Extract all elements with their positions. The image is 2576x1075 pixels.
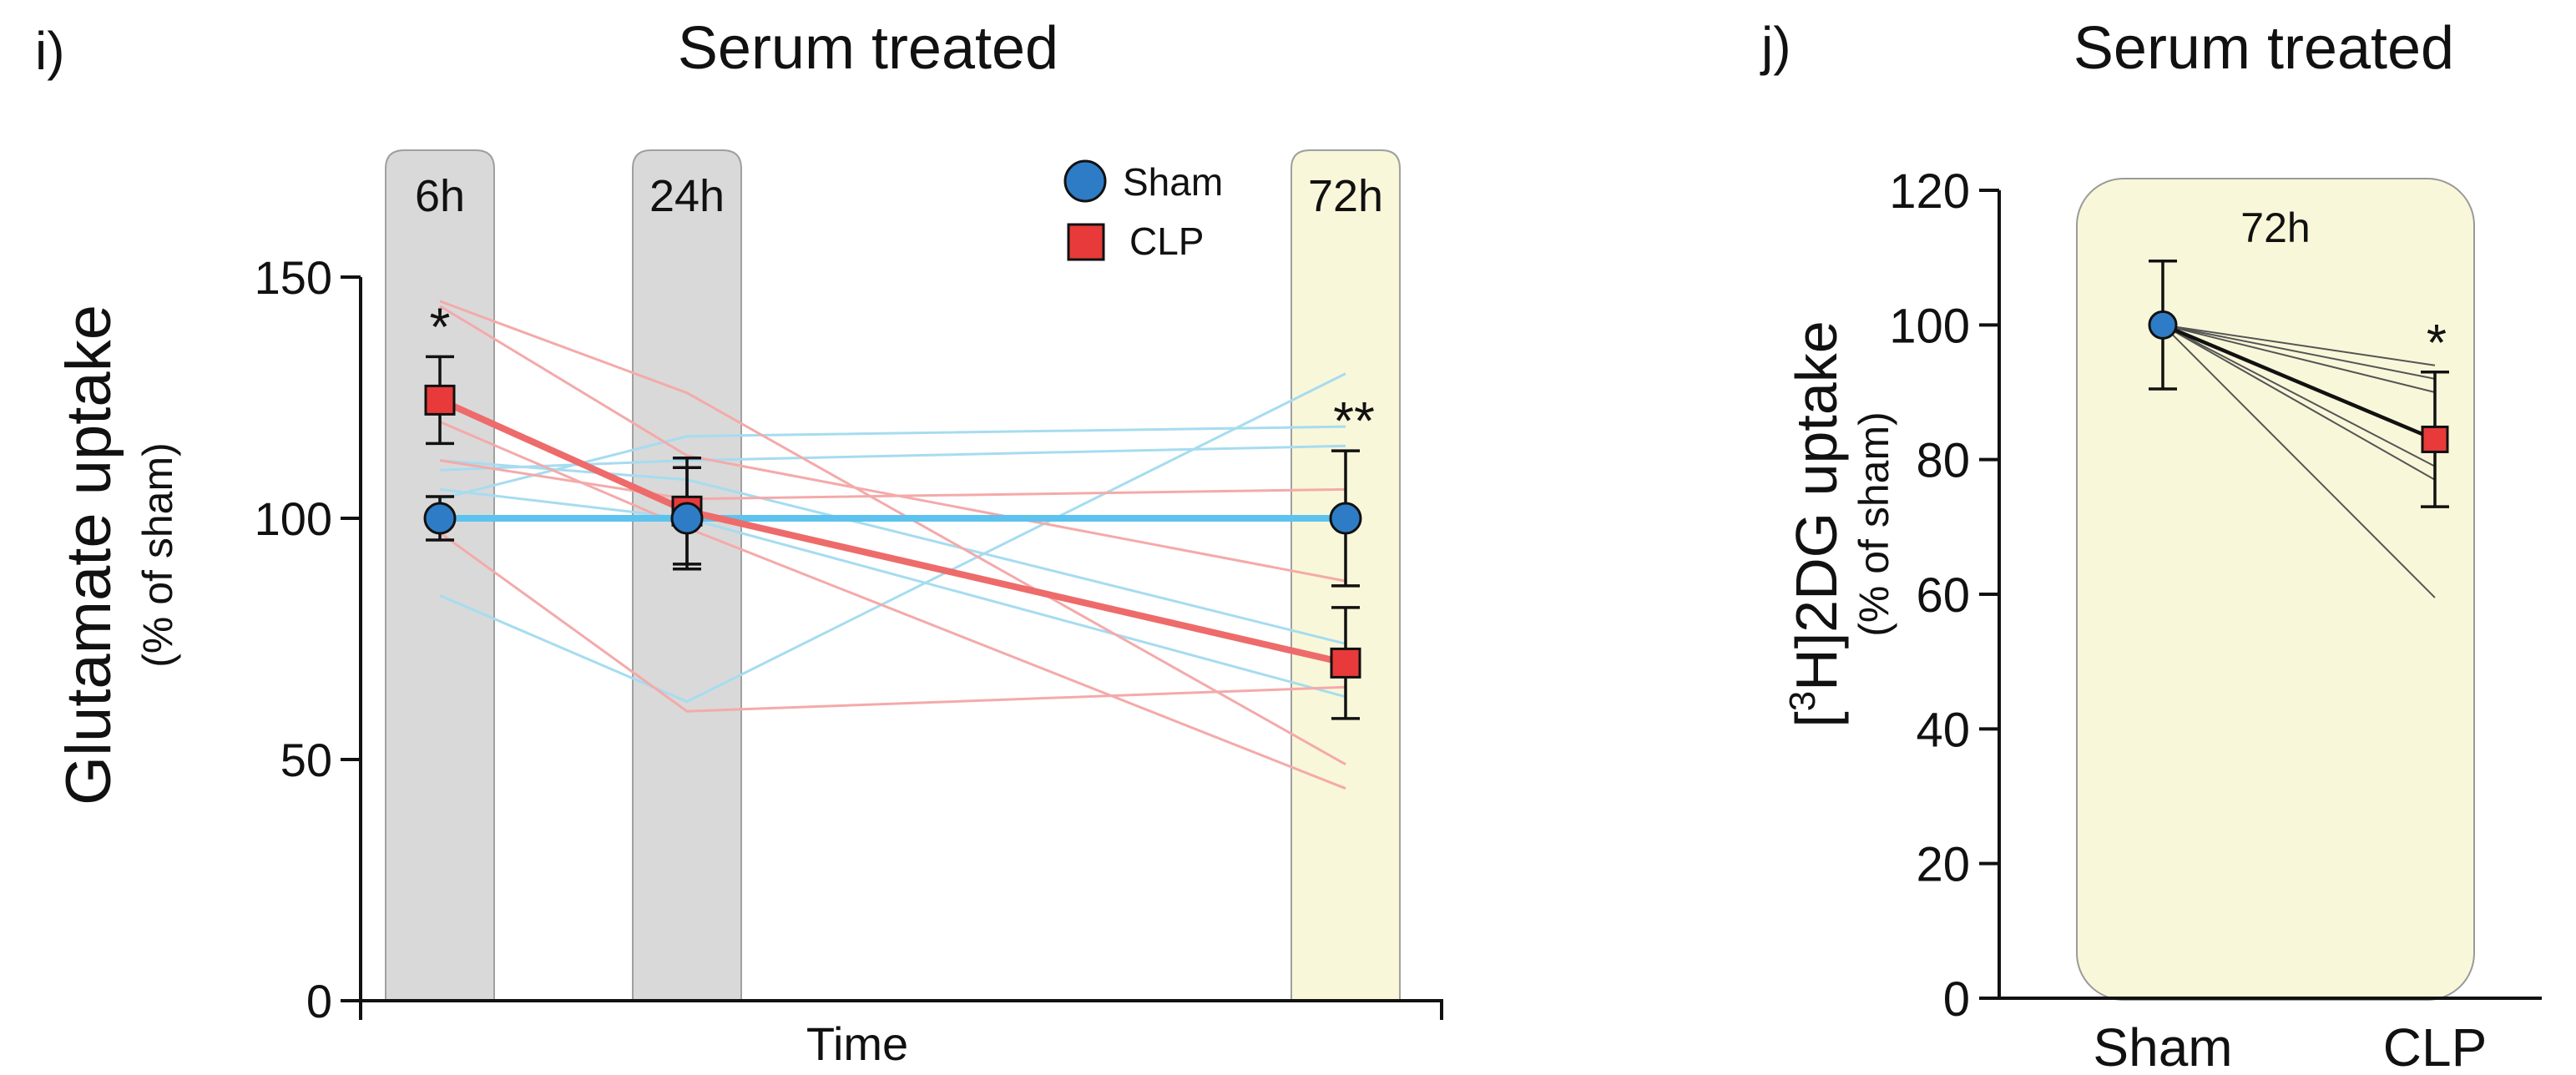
y-tick-label-150: 150: [255, 251, 332, 304]
y-tick-label-j-100: 100: [1889, 299, 1970, 353]
clp-individual-line: [439, 421, 1346, 790]
y-tick-label-j-40: 40: [1916, 703, 1970, 757]
clp-individual-line: [439, 305, 1346, 583]
x-ticks-j: Sham CLP: [2093, 1017, 2488, 1075]
x-axis-title: Time: [806, 1017, 908, 1070]
clp-individual-line: [439, 532, 1346, 713]
y-axis-title-main: Glutamate uptake: [53, 305, 124, 805]
sham-mean-point: [423, 502, 457, 535]
individual-line-j: [2162, 324, 2436, 467]
panel-j-label: j): [1760, 16, 1791, 76]
x-tick-label-j-CLP: CLP: [2383, 1017, 2488, 1071]
mean-points-j: [2148, 259, 2449, 508]
y-tick-label-j-0: 0: [1943, 972, 1970, 1027]
significance-mark-j: *: [2427, 315, 2447, 372]
sham-individual-line: [439, 459, 1346, 645]
clp-mean-point: [1330, 647, 1361, 679]
time-band-24h: [632, 149, 742, 1001]
y-axis-title-j-main: [3H]2DG uptake: [1782, 320, 1849, 728]
y-axis-title: Glutamate uptake (% of sham): [53, 305, 181, 805]
individual-line-j: [2162, 324, 2436, 481]
sham-mean-point: [670, 502, 704, 535]
sham-mean-point-j: [2148, 310, 2178, 340]
y-tick-label-50: 50: [280, 734, 332, 786]
y-axis-title-j-bracket: [: [1784, 711, 1849, 727]
individual-line-j: [2162, 324, 2436, 366]
x-tick-label-j-Sham: Sham: [2093, 1017, 2232, 1071]
y-axis-title-j: [3H]2DG uptake (% of sham): [1782, 320, 1897, 728]
y-tick-label-j-120: 120: [1889, 164, 1970, 219]
panel-i-label: i): [35, 21, 65, 81]
y-tick-label-j-60: 60: [1916, 568, 1970, 623]
y-tick-label-100: 100: [255, 492, 332, 545]
sham-mean-point: [1329, 502, 1362, 535]
y-tick-label-0: 0: [306, 975, 332, 1027]
y-ticks: 0 50 100 150: [255, 251, 361, 1027]
significance-mark: *: [430, 296, 451, 356]
panel-j: j) Serum treated 72h 0 20 40 60 80 100 120 Sha…: [1760, 15, 2542, 1075]
band-72h: [2076, 178, 2475, 1001]
y-axis-title-j-superscript: 3: [1782, 691, 1823, 711]
significance-marks: ***: [430, 296, 1375, 451]
y-axis-title-j-rest: H]2DG uptake: [1784, 320, 1849, 691]
time-bands: 6h 24h 72h: [385, 149, 1401, 1001]
legend-clp-marker: [1067, 223, 1105, 261]
clp-mean-point-j: [2421, 425, 2449, 453]
legend-sham-marker: [1063, 159, 1107, 203]
y-axis-title-j-sub: (% of sham): [1851, 411, 1897, 637]
clp-mean-point: [424, 384, 456, 416]
time-band-label-72h: 72h: [1308, 171, 1383, 221]
time-band-6h: [385, 149, 495, 1001]
sham-individual-line: [439, 372, 1346, 704]
individual-line-j: [2162, 324, 2436, 393]
individual-line-j: [2162, 324, 2436, 598]
legend: Sham CLP: [1063, 159, 1223, 263]
mean-points: [423, 355, 1362, 720]
panel-i-title: Serum treated: [678, 15, 1058, 82]
mean-line-j-segment: [2162, 323, 2436, 442]
individual-lines: [439, 300, 1346, 790]
individual-lines-j: [2162, 324, 2436, 598]
sham-individual-line: [439, 425, 1346, 501]
legend-sham-label: Sham: [1123, 160, 1223, 204]
y-ticks-j: 0 20 40 60 80 100 120: [1889, 164, 1999, 1027]
significance-mark: **: [1333, 391, 1375, 451]
clp-individual-line: [439, 300, 1346, 766]
y-tick-label-j-20: 20: [1916, 838, 1970, 892]
mean-line-j: [2162, 323, 2436, 442]
panel-j-title: Serum treated: [2073, 15, 2454, 82]
individual-line-j: [2162, 324, 2436, 380]
legend-clp-label: CLP: [1129, 220, 1204, 263]
time-band-label-24h: 24h: [649, 171, 725, 221]
band-72h-label: 72h: [2240, 204, 2310, 251]
time-band-label-6h: 6h: [415, 171, 465, 221]
y-tick-label-j-80: 80: [1916, 434, 1970, 488]
y-axis-title-sub: (% of sham): [134, 442, 181, 668]
